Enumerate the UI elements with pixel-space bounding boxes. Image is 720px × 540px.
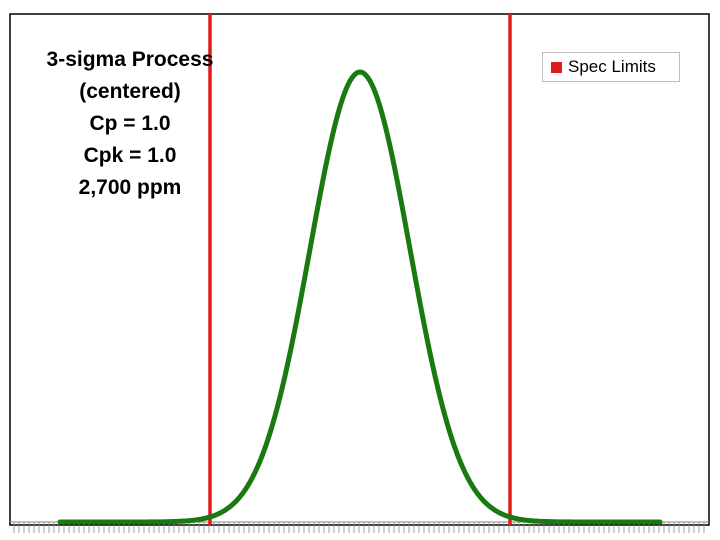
- legend: Spec Limits: [542, 52, 680, 82]
- annotation-line-cp: Cp = 1.0: [89, 112, 171, 135]
- annotation-line-title: 3-sigma Process: [46, 48, 214, 71]
- annotation-line-ppm: 2,700 ppm: [78, 176, 182, 199]
- annotation-line-centered: (centered): [79, 80, 181, 103]
- plot-frame: [9, 13, 710, 526]
- legend-swatch: [551, 61, 562, 73]
- annotation-line-cpk: Cpk = 1.0: [83, 144, 177, 167]
- legend-label: Spec Limits: [568, 57, 656, 76]
- normal-distribution-curve: [57, 69, 663, 525]
- process-annotation: 3-sigma Process (centered) Cp = 1.0 Cpk …: [30, 44, 230, 204]
